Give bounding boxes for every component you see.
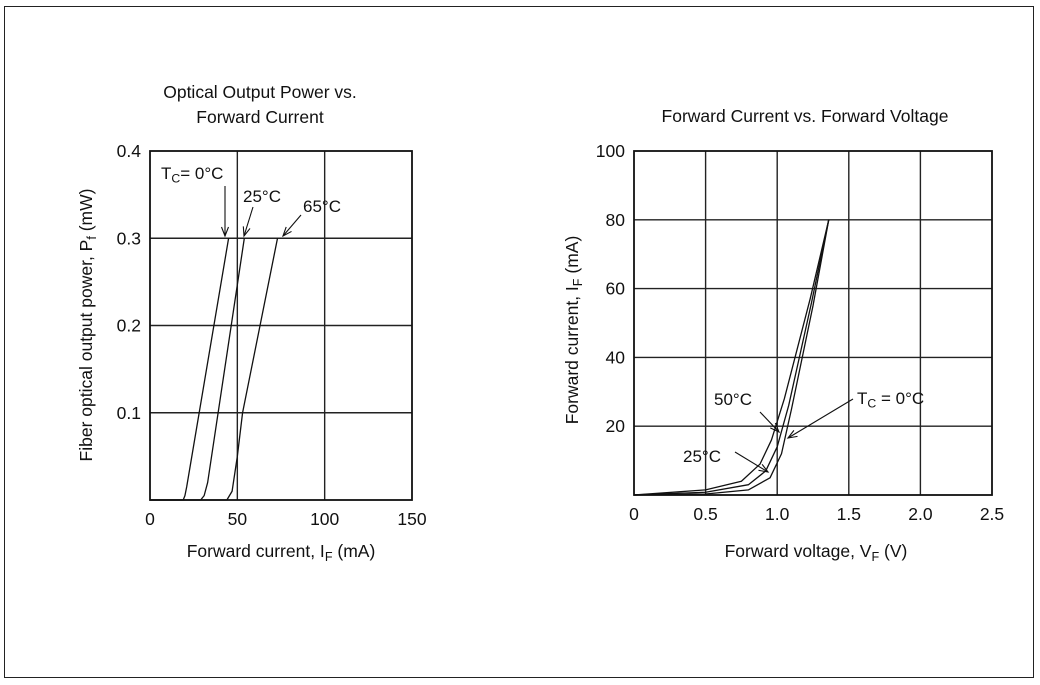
chart1-arrow-t25-shaft bbox=[243, 206, 254, 237]
chart2-arrow-t0-shaft bbox=[787, 398, 854, 439]
chart2-annotation-t0: TC = 0°C bbox=[857, 389, 924, 411]
chart2-plot: 0 0.5 1.0 1.5 2.0 2.5 20 40 60 80 100 Forward volta… bbox=[562, 141, 1004, 564]
chart1-series-line bbox=[633, 219, 830, 496]
chart1-x-tick-label: 0 bbox=[629, 504, 639, 524]
chart1-annotation-t0: TC= 0°C bbox=[161, 164, 223, 186]
chart2-arrow-t25-shaft bbox=[734, 451, 769, 473]
chart1-y-tick-label: 100 bbox=[596, 141, 625, 161]
chart2-x-axis-label: Forward voltage, VF (V) bbox=[725, 541, 908, 564]
chart0-y-tick-label: 0.3 bbox=[117, 228, 141, 248]
chart1-arrow-t65-shaft bbox=[282, 214, 302, 237]
chart2-arrow-t0-head bbox=[786, 430, 798, 439]
chart0-y-tick-label: 0.2 bbox=[117, 316, 141, 336]
chart0-series-line bbox=[150, 238, 245, 501]
chart1-title: Optical Output Power vs. Forward Current bbox=[120, 80, 400, 130]
chart1-y-tick-label: 20 bbox=[606, 416, 626, 436]
chart0-x-tick-label: 50 bbox=[228, 509, 248, 529]
chart0-x-tick-label: 0 bbox=[145, 509, 155, 529]
chart1-annotation-t65: 65°C bbox=[303, 197, 341, 216]
figure-frame bbox=[4, 6, 1034, 678]
chart1-arrow-t25 bbox=[242, 206, 254, 238]
chart2-arrow-t50-shaft bbox=[759, 411, 780, 433]
chart2-arrow-t50-head bbox=[770, 422, 781, 434]
chart1-plot: 0 50 100 150 0.1 0.2 0.3 0.4 Forward current, IF… bbox=[76, 141, 427, 564]
chart0-series-line bbox=[150, 238, 230, 501]
chart1-x-tick-label: 2.0 bbox=[908, 504, 933, 524]
chart1-x-tick-label: 2.5 bbox=[980, 504, 1004, 524]
chart1-arrow-t65-head bbox=[282, 226, 292, 238]
chart1-title-line1: Optical Output Power vs. bbox=[163, 82, 357, 102]
chart2-arrow-t0 bbox=[786, 398, 854, 439]
chart1-arrow-t0 bbox=[220, 186, 230, 238]
chart0-plot-frame bbox=[149, 150, 413, 501]
chart1-arrow-t0-head bbox=[220, 226, 230, 238]
chart2-title: Forward Current vs. Forward Voltage bbox=[661, 106, 949, 126]
chart2-arrow-t25-head bbox=[758, 464, 770, 473]
chart1-x-tick-label: 1.0 bbox=[765, 504, 790, 524]
chart1-x-axis-label: Forward current, IF (mA) bbox=[187, 541, 376, 564]
chart1-y-tick-label: 80 bbox=[606, 210, 626, 230]
chart2-arrow-t50 bbox=[759, 411, 781, 434]
chart1-arrow-t25-head bbox=[242, 226, 251, 238]
chart1-x-tick-label: 0.5 bbox=[693, 504, 717, 524]
chart0-y-tick-label: 0.4 bbox=[117, 141, 142, 161]
chart0-x-tick-label: 100 bbox=[310, 509, 339, 529]
chart1-x-tick-label: 1.5 bbox=[837, 504, 861, 524]
chart1-y-tick-label: 60 bbox=[606, 279, 626, 299]
chart1-arrow-t65 bbox=[282, 214, 302, 238]
chart1-title-line2: Forward Current bbox=[196, 107, 324, 127]
chart1-series-line bbox=[633, 219, 830, 496]
chart1-y-axis-label: Fiber optical output power, Pf (mW) bbox=[76, 189, 99, 462]
chart0-y-tick-label: 0.1 bbox=[117, 403, 141, 423]
chart2-arrow-t25 bbox=[734, 451, 770, 473]
chart1-annotation-t25: 25°C bbox=[243, 187, 281, 206]
chart2-annotation-t25: 25°C bbox=[683, 447, 721, 466]
chart1-y-tick-label: 40 bbox=[606, 347, 626, 367]
chart2-annotation-t50: 50°C bbox=[714, 390, 752, 409]
chart1-series-line bbox=[633, 219, 830, 496]
chart2-y-axis-label: Forward current, IF (mA) bbox=[562, 236, 585, 425]
chart1-plot-frame bbox=[633, 150, 993, 496]
chart0-series-line bbox=[150, 238, 279, 501]
chart0-x-tick-label: 150 bbox=[397, 509, 426, 529]
